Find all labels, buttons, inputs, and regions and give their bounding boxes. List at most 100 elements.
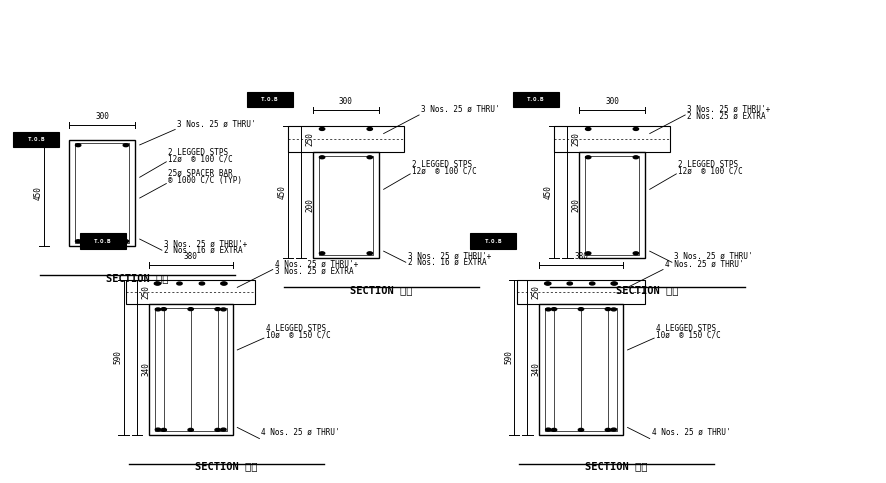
Circle shape bbox=[585, 156, 590, 159]
Text: 300: 300 bbox=[604, 97, 618, 106]
Circle shape bbox=[578, 308, 583, 311]
Text: 380: 380 bbox=[183, 252, 198, 261]
Circle shape bbox=[589, 282, 595, 285]
Text: T.O.B: T.O.B bbox=[484, 239, 501, 243]
Text: 12ø  ® 100 C/C: 12ø ® 100 C/C bbox=[168, 154, 232, 163]
Circle shape bbox=[319, 156, 324, 159]
Text: 4 Nos. 25 ø THRU': 4 Nos. 25 ø THRU' bbox=[260, 427, 339, 437]
Circle shape bbox=[75, 240, 81, 242]
Text: 2 Nos. 16 ø EXTRA: 2 Nos. 16 ø EXTRA bbox=[163, 246, 242, 255]
Text: 300: 300 bbox=[338, 97, 353, 106]
Circle shape bbox=[188, 308, 193, 311]
Circle shape bbox=[585, 252, 590, 255]
Circle shape bbox=[545, 428, 550, 431]
Circle shape bbox=[610, 428, 616, 431]
Text: 3 Nos. 25 ø THRU'+: 3 Nos. 25 ø THRU'+ bbox=[408, 251, 490, 260]
Text: SECTION ②②: SECTION ②② bbox=[350, 285, 412, 295]
Bar bbox=[148, 304, 232, 435]
Bar bbox=[13, 132, 59, 147]
Circle shape bbox=[154, 282, 159, 285]
Text: 200: 200 bbox=[571, 199, 580, 212]
Circle shape bbox=[551, 428, 556, 431]
Bar bbox=[313, 152, 379, 258]
Text: T.O.B: T.O.B bbox=[526, 97, 544, 102]
Text: SECTION ④④: SECTION ④④ bbox=[195, 461, 257, 471]
Text: 2 Nos. 25 ø EXTRA: 2 Nos. 25 ø EXTRA bbox=[686, 112, 765, 121]
Text: 450: 450 bbox=[277, 185, 287, 199]
Text: 2 Nos. 16 ø EXTRA: 2 Nos. 16 ø EXTRA bbox=[408, 258, 486, 267]
Circle shape bbox=[155, 308, 160, 311]
Bar bbox=[585, 156, 638, 255]
Circle shape bbox=[123, 144, 128, 147]
Text: SECTION ⑤⑤: SECTION ⑤⑤ bbox=[585, 461, 647, 471]
Circle shape bbox=[161, 308, 167, 311]
Text: 450: 450 bbox=[543, 185, 553, 199]
Text: SECTION ①①: SECTION ①① bbox=[106, 273, 168, 283]
Bar bbox=[126, 280, 255, 304]
Text: 250: 250 bbox=[571, 132, 580, 146]
Text: 300: 300 bbox=[95, 112, 109, 121]
Circle shape bbox=[633, 156, 638, 159]
Circle shape bbox=[544, 282, 549, 285]
Text: 3 Nos. 25 ø THRU': 3 Nos. 25 ø THRU' bbox=[177, 119, 255, 128]
Text: 10ø  ® 150 C/C: 10ø ® 150 C/C bbox=[266, 330, 330, 340]
Bar bbox=[539, 304, 622, 435]
Circle shape bbox=[585, 128, 590, 130]
Circle shape bbox=[319, 128, 324, 130]
Text: T.O.B: T.O.B bbox=[27, 137, 45, 142]
Text: 340: 340 bbox=[532, 363, 540, 376]
Text: 590: 590 bbox=[503, 351, 513, 364]
Circle shape bbox=[545, 282, 550, 285]
Text: 4 Nos. 25 ø THRU'+: 4 Nos. 25 ø THRU'+ bbox=[275, 259, 357, 269]
Text: 2 LEGGED STPS: 2 LEGGED STPS bbox=[411, 160, 471, 169]
Text: 12ø  ® 100 C/C: 12ø ® 100 C/C bbox=[677, 166, 742, 175]
Circle shape bbox=[633, 252, 638, 255]
Circle shape bbox=[221, 428, 226, 431]
Circle shape bbox=[123, 240, 128, 242]
Circle shape bbox=[610, 282, 616, 285]
Bar bbox=[516, 280, 645, 304]
Circle shape bbox=[222, 282, 227, 285]
Circle shape bbox=[545, 308, 550, 311]
Circle shape bbox=[604, 428, 610, 431]
Text: 4 LEGGED STPS: 4 LEGGED STPS bbox=[656, 324, 715, 333]
Bar bbox=[470, 233, 516, 249]
Text: T.O.B: T.O.B bbox=[260, 97, 278, 102]
Circle shape bbox=[176, 282, 182, 285]
Circle shape bbox=[578, 428, 583, 431]
Circle shape bbox=[566, 282, 571, 285]
Circle shape bbox=[319, 252, 324, 255]
Circle shape bbox=[611, 282, 617, 285]
Text: 12ø  ® 100 C/C: 12ø ® 100 C/C bbox=[411, 166, 476, 175]
Text: 3 Nos. 25 ø THRU': 3 Nos. 25 ø THRU' bbox=[420, 105, 499, 114]
Text: 3 Nos. 25 ø THRU'+: 3 Nos. 25 ø THRU'+ bbox=[163, 239, 246, 248]
Text: 450: 450 bbox=[34, 186, 43, 200]
Circle shape bbox=[188, 428, 193, 431]
Bar bbox=[319, 156, 373, 255]
Text: 4 Nos. 25 ø THRU': 4 Nos. 25 ø THRU' bbox=[664, 259, 742, 269]
Circle shape bbox=[221, 282, 226, 285]
Text: 25ø SPACER BAR: 25ø SPACER BAR bbox=[168, 169, 232, 178]
Bar bbox=[545, 308, 617, 431]
Circle shape bbox=[155, 282, 160, 285]
Text: 200: 200 bbox=[305, 199, 315, 212]
Circle shape bbox=[221, 308, 226, 311]
Bar bbox=[75, 143, 129, 243]
Text: 2 LEGGED STPS: 2 LEGGED STPS bbox=[677, 160, 737, 169]
Text: 340: 340 bbox=[141, 363, 151, 376]
Bar bbox=[246, 92, 292, 107]
Text: 2 LEGGED STPS: 2 LEGGED STPS bbox=[168, 148, 228, 157]
Text: 380: 380 bbox=[573, 252, 587, 261]
Text: 4 Nos. 25 ø THRU': 4 Nos. 25 ø THRU' bbox=[650, 427, 729, 437]
Text: 590: 590 bbox=[113, 351, 123, 364]
Circle shape bbox=[161, 428, 167, 431]
Bar bbox=[553, 126, 670, 152]
Bar bbox=[287, 126, 404, 152]
Circle shape bbox=[367, 252, 372, 255]
Text: 3 Nos. 25 ø EXTRA: 3 Nos. 25 ø EXTRA bbox=[275, 266, 353, 275]
Bar bbox=[154, 308, 227, 431]
Circle shape bbox=[633, 128, 638, 130]
Circle shape bbox=[367, 128, 372, 130]
Circle shape bbox=[199, 282, 205, 285]
Circle shape bbox=[214, 308, 220, 311]
